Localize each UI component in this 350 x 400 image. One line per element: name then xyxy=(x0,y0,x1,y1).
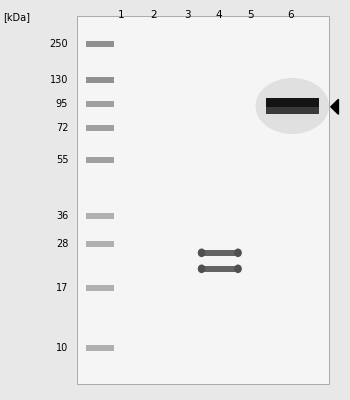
Bar xyxy=(86,286,114,290)
Text: 28: 28 xyxy=(56,239,68,249)
Bar xyxy=(266,107,318,114)
Bar xyxy=(86,213,114,218)
Text: 3: 3 xyxy=(184,10,190,20)
Ellipse shape xyxy=(256,78,329,134)
Text: 36: 36 xyxy=(56,211,68,221)
Text: 55: 55 xyxy=(56,155,68,165)
Circle shape xyxy=(198,265,205,272)
Text: 5: 5 xyxy=(247,10,253,20)
Circle shape xyxy=(235,265,241,272)
Text: 72: 72 xyxy=(56,123,68,133)
Bar xyxy=(86,345,114,350)
Bar xyxy=(202,266,238,272)
Bar xyxy=(266,98,318,107)
Text: 1: 1 xyxy=(118,10,124,20)
Text: 95: 95 xyxy=(56,99,68,109)
Circle shape xyxy=(198,249,205,256)
Bar xyxy=(86,41,114,46)
Text: 2: 2 xyxy=(151,10,157,20)
Text: [kDa]: [kDa] xyxy=(4,12,30,22)
Text: 6: 6 xyxy=(287,10,294,20)
Bar xyxy=(86,241,114,246)
Bar xyxy=(86,125,114,130)
Text: 130: 130 xyxy=(50,75,68,85)
Text: 4: 4 xyxy=(216,10,222,20)
Text: 250: 250 xyxy=(50,39,68,49)
Circle shape xyxy=(235,249,241,256)
Bar xyxy=(86,101,114,106)
Bar xyxy=(77,16,329,384)
Bar xyxy=(86,157,114,162)
Text: 17: 17 xyxy=(56,283,68,293)
Bar xyxy=(202,250,238,256)
Text: 10: 10 xyxy=(56,343,68,353)
Bar xyxy=(86,77,114,82)
Polygon shape xyxy=(331,99,338,114)
